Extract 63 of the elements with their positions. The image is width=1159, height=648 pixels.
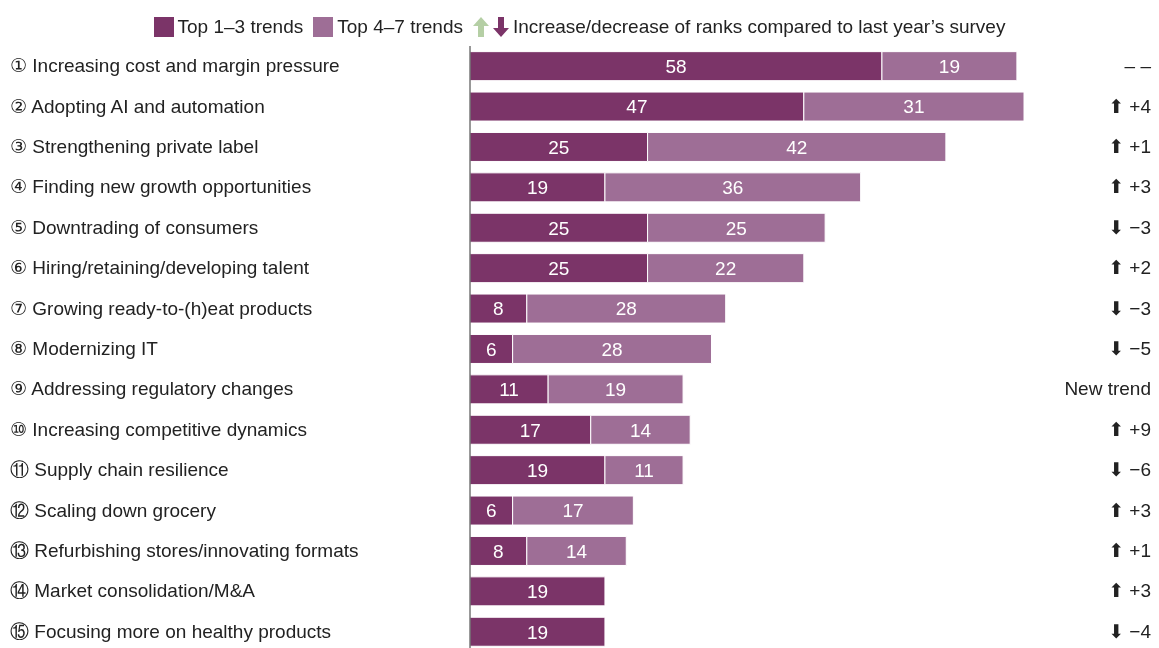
text: ⬆ +9: [1108, 418, 1151, 440]
data-label: 47: [626, 96, 648, 118]
y-tick-label: ⑫ Scaling down grocery: [10, 499, 217, 521]
legend-label: Top 1–3 trends: [176, 16, 304, 38]
data-label: 25: [548, 217, 570, 239]
y-tick-label: ⑨ Addressing regulatory changes: [10, 378, 294, 400]
data-label: 19: [526, 581, 549, 603]
data-label: 25: [548, 136, 570, 158]
text: New trend: [1064, 378, 1151, 400]
y-tick-label: ⑧ Modernizing IT: [10, 338, 159, 359]
y-tick-label: ⑬ Refurbishing stores/innovating formats: [10, 540, 359, 561]
data-label: 36: [722, 177, 744, 199]
y-tick-label: ⑥ Hiring/retaining/developing talent: [10, 257, 310, 279]
data-label: 19: [938, 55, 960, 77]
data-label: 14: [565, 540, 588, 562]
text: ⬇ −3: [1108, 216, 1151, 238]
y-tick-label: ⑩ Increasing competitive dynamics: [10, 418, 307, 440]
data-label: 11: [499, 379, 519, 401]
data-label: 22: [715, 257, 737, 279]
data-label: 8: [493, 298, 504, 320]
legend-label: Top 4–7 trends: [336, 16, 463, 38]
data-label: 25: [548, 257, 570, 279]
data-label: 42: [786, 136, 808, 158]
data-label: 6: [486, 500, 497, 522]
y-tick-label: ⑭ Market consolidation/M&A: [10, 580, 256, 602]
y-tick-label: ① Increasing cost and margin pressure: [10, 55, 340, 77]
bar: [469, 576, 606, 607]
data-label: 17: [562, 500, 584, 522]
data-label: 17: [519, 419, 541, 441]
bar: [469, 616, 606, 647]
y-tick-label: ⑪ Supply chain resilience: [10, 459, 229, 481]
data-label: 25: [725, 217, 747, 239]
text: ⬇ −3: [1108, 297, 1151, 319]
data-label: 19: [605, 379, 627, 401]
y-tick-label: ⑦ Growing ready-to-(h)eat products: [10, 297, 313, 319]
text: ⬆ +3: [1108, 176, 1151, 198]
text: ⬇ −6: [1108, 459, 1151, 481]
text: ⬆ +3: [1108, 499, 1151, 521]
text: ⬆ +3: [1108, 580, 1151, 602]
text: Increase/decrease of ranks compared to last year’s survey: [511, 16, 1006, 38]
text: ⬆ +2: [1108, 257, 1151, 279]
data-label: 19: [526, 459, 549, 481]
text: ⬆ +1: [1108, 540, 1151, 561]
data-label: 19: [526, 177, 549, 199]
data-label: 31: [903, 96, 925, 118]
text: ⬇ −5: [1108, 338, 1151, 359]
y-tick-label: ④ Finding new growth opportunities: [10, 176, 312, 198]
data-label: 8: [493, 540, 504, 562]
text: – –: [1124, 55, 1152, 77]
text: ⬆ +1: [1108, 136, 1151, 157]
data-label: 6: [486, 338, 497, 360]
data-label: 58: [665, 55, 687, 77]
data-label: 19: [526, 621, 549, 643]
data-label: 11: [634, 459, 654, 481]
text: ⬆ +4: [1108, 95, 1152, 117]
y-tick-label: ③ Strengthening private label: [10, 136, 259, 157]
data-label: 14: [629, 419, 652, 441]
y-tick-label: ② Adopting AI and automation: [10, 95, 265, 117]
data-label: 28: [615, 298, 637, 320]
y-tick-label: ⑤ Downtrading of consumers: [10, 216, 259, 238]
data-label: 28: [601, 338, 623, 360]
text: ⬇ −4: [1108, 620, 1152, 642]
y-tick-label: ⑮ Focusing more on healthy products: [10, 620, 332, 642]
